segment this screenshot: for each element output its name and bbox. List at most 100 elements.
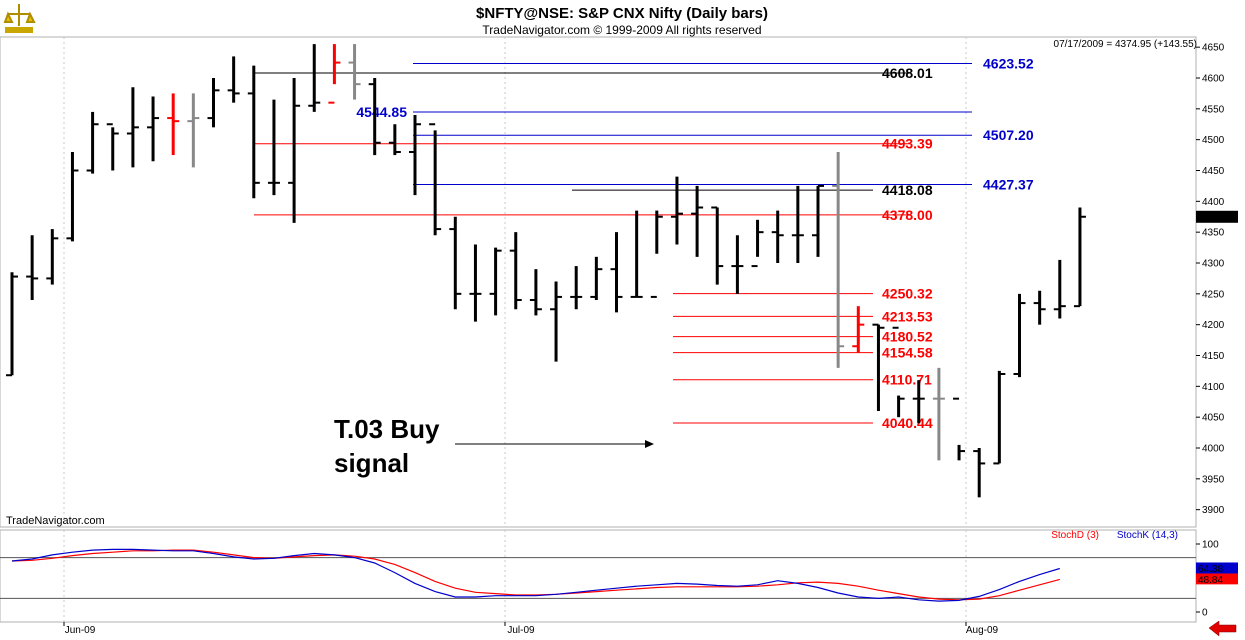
ohlc-bar xyxy=(66,152,79,242)
level-label: 4040.44 xyxy=(882,415,933,431)
stoch-y-tick-label: 0 xyxy=(1202,608,1208,619)
legend-stochk: StochK (14,3) xyxy=(1117,530,1178,541)
ohlc-bar xyxy=(509,232,522,310)
ohlc-bar xyxy=(953,397,966,461)
ohlc-bar xyxy=(247,65,260,199)
stoch-y-tick-label: 100 xyxy=(1202,540,1219,551)
level-label: 4493.39 xyxy=(882,136,933,152)
y-tick-label: 3950 xyxy=(1202,474,1225,485)
ohlc-bar xyxy=(691,185,704,257)
level-label: 4110.71 xyxy=(882,372,932,388)
last-price-box xyxy=(1196,210,1238,223)
price-y-axis: 3900 3950 4000 4050 4100 4150 4200 4250 4300 4350… xyxy=(1196,43,1238,516)
y-tick-label: 4400 xyxy=(1202,197,1225,208)
grid xyxy=(63,37,967,622)
level-label: 4250.32 xyxy=(882,286,933,302)
ohlc-bar xyxy=(892,326,905,418)
level-label: 4623.52 xyxy=(983,55,1034,71)
ohlc-bar xyxy=(267,99,280,196)
ohlc-bar xyxy=(932,367,945,461)
ohlc-bar xyxy=(288,78,301,223)
level-label: 4154.58 xyxy=(882,345,933,361)
annotation-line: T.03 Buy xyxy=(334,414,440,444)
ohlc-bar xyxy=(650,210,663,298)
y-tick-label: 4200 xyxy=(1202,320,1225,331)
trade-navigator-logo xyxy=(3,4,36,33)
ohlc-bar xyxy=(207,78,220,128)
ohlc-bar xyxy=(1033,290,1046,325)
ohlc-bar xyxy=(46,229,59,285)
legend-stochd: StochD (3) xyxy=(1051,530,1099,541)
level-label: 4418.08 xyxy=(882,182,933,198)
ohlc-bar xyxy=(1053,259,1066,319)
stoch-series-line xyxy=(11,548,1060,602)
ohlc-bar xyxy=(167,93,180,156)
ohlc-bar xyxy=(1013,293,1026,378)
level-label: 4544.85 xyxy=(356,104,407,120)
ohlc-bar xyxy=(590,256,603,300)
y-tick-label: 4150 xyxy=(1202,351,1225,362)
x-tick-label: Aug-09 xyxy=(966,625,999,636)
x-tick-label: Jul-09 xyxy=(507,625,535,636)
ohlc-bar xyxy=(6,272,18,377)
ohlc-bar xyxy=(126,87,139,168)
ohlc-bar xyxy=(670,176,683,245)
ohlc-bar xyxy=(812,184,824,257)
y-tick-label: 4000 xyxy=(1202,444,1225,455)
ohlc-bar xyxy=(368,78,381,156)
level-label: 4427.37 xyxy=(983,176,1034,192)
ohlc-bar xyxy=(993,370,1006,465)
ohlc-bar xyxy=(86,111,99,174)
ohlc-bar xyxy=(973,448,986,498)
stoch-last-box xyxy=(1196,562,1238,574)
annotation-line: signal xyxy=(334,448,409,478)
ohlc-bar xyxy=(328,44,341,104)
ohlc-bar xyxy=(550,281,563,362)
ohlc-bar xyxy=(409,115,421,196)
buy-signal-annotation: T.03 Buy signal xyxy=(334,414,440,478)
scroll-left-arrow-icon[interactable] xyxy=(1207,620,1237,637)
ohlc-bar xyxy=(308,44,321,112)
ohlc-bar xyxy=(832,152,845,368)
level-label: 4180.52 xyxy=(882,329,933,345)
ohlc-bar xyxy=(570,266,583,310)
ohlc-bar xyxy=(449,216,462,310)
x-tick-label: Jun-09 xyxy=(65,625,96,636)
ohlc-bar xyxy=(147,96,160,162)
ohlc-bar xyxy=(348,44,361,100)
y-tick-label: 4650 xyxy=(1202,43,1225,54)
y-tick-label: 4050 xyxy=(1202,413,1225,424)
ohlc-bar xyxy=(751,219,764,268)
chart-copyright: TradeNavigator.com © 1999-2009 All right… xyxy=(482,23,761,37)
y-tick-label: 4500 xyxy=(1202,135,1225,146)
level-label: 4213.53 xyxy=(882,308,933,324)
ohlc-bar xyxy=(1073,207,1086,308)
ohlc-bar xyxy=(630,210,643,298)
ohlc-bar xyxy=(187,93,200,168)
ohlc-bar xyxy=(791,185,804,263)
y-tick-label: 4350 xyxy=(1202,228,1225,239)
chart-title: $NFTY@NSE: S&P CNX Nifty (Daily bars) xyxy=(476,5,768,22)
last-price-label: 4374.95 xyxy=(1198,213,1235,224)
buy-signal-arrow xyxy=(455,440,654,448)
ohlc-bar xyxy=(469,244,482,322)
ohlc-bar xyxy=(852,306,865,353)
watermark: TradeNavigator.com xyxy=(6,515,105,527)
price-bars xyxy=(6,44,1086,498)
stoch-series-line xyxy=(11,549,1060,601)
y-tick-label: 4250 xyxy=(1202,289,1225,300)
x-axis: Jun-09 Jul-09 Aug-09 xyxy=(63,622,999,636)
ohlc-bar xyxy=(489,247,502,316)
ohlc-bar xyxy=(388,124,401,156)
price-frame xyxy=(0,36,1197,528)
ohlc-bar xyxy=(26,235,39,300)
y-tick-label: 4600 xyxy=(1202,74,1225,85)
ohlc-bar xyxy=(106,123,119,171)
y-tick-label: 3900 xyxy=(1202,505,1225,516)
stoch-last-label: 64.38 xyxy=(1198,564,1223,575)
stoch-last-box xyxy=(1196,573,1238,585)
ohlc-bar xyxy=(610,232,623,313)
y-tick-label: 4100 xyxy=(1202,382,1225,393)
